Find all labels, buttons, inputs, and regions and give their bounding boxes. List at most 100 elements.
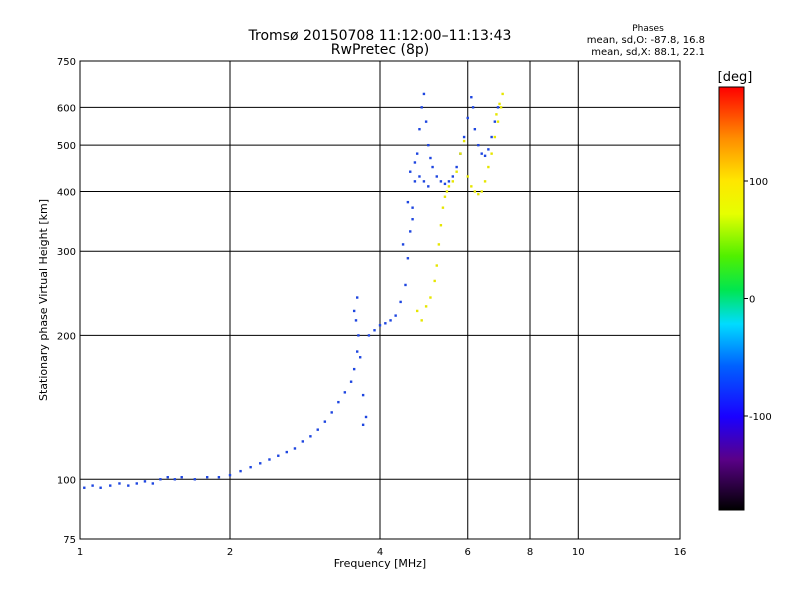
- data-point-o: [418, 127, 421, 131]
- data-point-o: [406, 200, 410, 204]
- colorbar-tick-label: 100: [749, 177, 768, 188]
- data-point-o: [413, 161, 417, 164]
- grid-lines: [80, 61, 680, 539]
- data-point-o: [455, 165, 458, 169]
- data-point-o: [239, 469, 242, 473]
- data-point-o: [293, 447, 297, 450]
- data-point-o: [367, 334, 371, 337]
- data-point-x: [443, 195, 447, 198]
- data-point-o: [480, 152, 483, 155]
- data-point-o: [483, 154, 487, 158]
- data-point-o: [357, 334, 360, 337]
- data-point-x: [424, 305, 428, 308]
- data-point-o: [496, 106, 500, 109]
- x-tick-label: 10: [572, 547, 585, 558]
- data-point-o: [166, 476, 169, 479]
- data-point-o: [352, 367, 356, 371]
- data-point-o: [471, 106, 475, 109]
- data-point-o: [443, 182, 447, 186]
- data-point-o: [473, 127, 477, 131]
- x-tick-label: 16: [674, 547, 687, 558]
- data-point-o: [409, 170, 412, 173]
- data-point-o: [415, 152, 419, 155]
- data-point-o: [309, 435, 312, 438]
- chart-subtitle: RwPretec (8p): [331, 42, 429, 58]
- data-point-o: [422, 180, 426, 183]
- data-point-o: [118, 482, 121, 485]
- x-tick-label: 1: [77, 547, 83, 558]
- data-point-o: [439, 180, 443, 183]
- y-tick-label: 200: [57, 331, 76, 342]
- phases-title: Phases: [632, 24, 664, 34]
- phases-o-stats: mean, sd,O: -87.8, 16.8: [587, 35, 705, 46]
- data-point-x: [439, 224, 443, 227]
- y-axis-label: Stationary phase Virtual Height [km]: [37, 199, 50, 401]
- y-tick-label: 500: [57, 141, 76, 152]
- data-point-o: [285, 450, 288, 454]
- chart-title: Tromsø 20150708 11:12:00–11:13:43: [248, 28, 512, 44]
- data-point-o: [301, 440, 305, 443]
- data-point-o: [394, 314, 397, 317]
- data-point-o: [399, 300, 402, 304]
- data-point-o: [217, 476, 221, 479]
- data-point-x: [415, 309, 419, 313]
- data-point-x: [493, 135, 497, 139]
- data-point-x: [483, 180, 487, 183]
- data-point-o: [477, 143, 480, 147]
- data-point-o: [409, 230, 412, 233]
- data-point-o: [435, 175, 438, 178]
- data-point-x: [445, 190, 449, 193]
- data-point-o: [355, 296, 359, 299]
- data-point-o: [447, 180, 451, 183]
- data-point-o: [413, 180, 417, 183]
- colorbar-tick-label: 0: [749, 295, 755, 306]
- data-point-o: [358, 356, 362, 359]
- data-point-x: [435, 264, 438, 267]
- data-point-o: [424, 120, 428, 123]
- data-point-x: [433, 279, 436, 283]
- data-point-o: [418, 175, 421, 178]
- data-point-o: [487, 148, 490, 151]
- data-point-o: [411, 206, 414, 209]
- data-point-o: [249, 465, 252, 469]
- data-point-o: [91, 484, 94, 487]
- data-point-x: [499, 106, 503, 109]
- y-tick-label: 600: [57, 103, 76, 114]
- data-point-x: [490, 152, 493, 155]
- data-point-o: [193, 478, 197, 481]
- colorbar: [718, 86, 745, 511]
- data-point-o: [343, 391, 347, 394]
- x-tick-label: 2: [227, 547, 233, 558]
- data-point-o: [99, 486, 102, 489]
- data-point-x: [451, 180, 455, 183]
- data-point-o: [490, 135, 493, 139]
- data-point-x: [470, 185, 473, 188]
- data-points: [83, 92, 504, 489]
- data-point-x: [466, 175, 469, 178]
- y-tick-label: 75: [63, 535, 76, 546]
- data-point-o: [470, 95, 473, 99]
- data-point-x: [477, 192, 480, 196]
- data-point-o: [268, 458, 271, 461]
- data-point-o: [143, 480, 147, 483]
- data-point-x: [447, 185, 451, 188]
- colorbar-ticks: 100 0 -100: [744, 177, 772, 423]
- data-point-o: [411, 218, 414, 221]
- y-tick-label: 100: [57, 475, 76, 486]
- y-tick-label: 400: [57, 187, 76, 198]
- colorbar-label: [deg]: [718, 70, 753, 85]
- data-point-o: [431, 165, 434, 169]
- data-point-x: [455, 170, 458, 173]
- colorbar-tick-label: -100: [749, 412, 772, 423]
- data-point-o: [180, 476, 183, 479]
- data-point-o: [354, 319, 358, 322]
- data-point-o: [277, 454, 280, 457]
- x-axis-label: Frequency [MHz]: [334, 557, 426, 570]
- data-point-o: [451, 175, 455, 178]
- data-point-o: [352, 309, 356, 313]
- data-point-o: [173, 478, 177, 481]
- data-point-x: [429, 296, 432, 299]
- data-point-o: [406, 257, 410, 260]
- axis-ticks: 1 2 4 6 8 10 16 75 100 200 300 400 500 600 750: [57, 57, 686, 558]
- data-point-o: [159, 478, 162, 481]
